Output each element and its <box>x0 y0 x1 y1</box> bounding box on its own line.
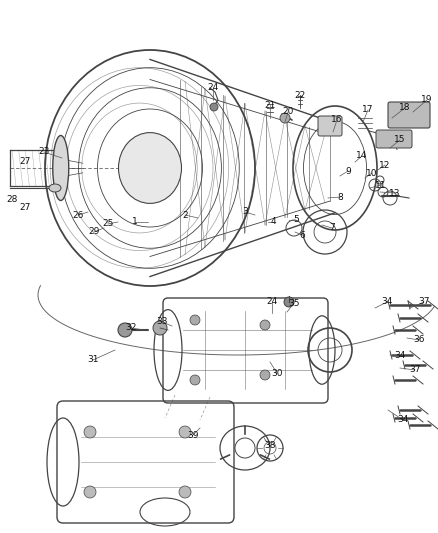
Text: 10: 10 <box>366 168 378 177</box>
Text: 24: 24 <box>207 84 219 93</box>
Text: 8: 8 <box>337 192 343 201</box>
Text: 36: 36 <box>413 335 425 344</box>
Text: 28: 28 <box>6 196 18 205</box>
Circle shape <box>179 426 191 438</box>
Text: 19: 19 <box>421 95 433 104</box>
Ellipse shape <box>49 184 61 192</box>
Text: 38: 38 <box>264 440 276 449</box>
Circle shape <box>190 375 200 385</box>
Circle shape <box>153 321 167 335</box>
Text: 39: 39 <box>187 431 199 440</box>
Circle shape <box>260 320 270 330</box>
Text: 20: 20 <box>283 108 294 117</box>
Circle shape <box>210 103 218 111</box>
Text: 37: 37 <box>409 366 421 375</box>
Text: 33: 33 <box>156 318 168 327</box>
Text: 2: 2 <box>182 211 188 220</box>
Text: 34: 34 <box>381 297 393 306</box>
Text: 27: 27 <box>19 204 31 213</box>
Text: 11: 11 <box>375 181 387 190</box>
Circle shape <box>284 297 294 307</box>
Text: 30: 30 <box>271 368 283 377</box>
Circle shape <box>118 323 132 337</box>
Text: 15: 15 <box>394 135 406 144</box>
Text: 24: 24 <box>266 297 278 306</box>
Circle shape <box>84 426 96 438</box>
Text: 1: 1 <box>132 217 138 227</box>
Circle shape <box>84 486 96 498</box>
Text: 23: 23 <box>38 148 49 157</box>
Text: 21: 21 <box>264 101 276 109</box>
Text: 35: 35 <box>288 298 300 308</box>
Text: 32: 32 <box>125 324 137 333</box>
Circle shape <box>280 113 290 123</box>
Circle shape <box>260 370 270 380</box>
Text: 34: 34 <box>397 416 409 424</box>
Text: 4: 4 <box>270 217 276 227</box>
Text: 3: 3 <box>242 207 248 216</box>
Text: 26: 26 <box>72 211 84 220</box>
FancyBboxPatch shape <box>376 130 412 148</box>
Circle shape <box>190 315 200 325</box>
Ellipse shape <box>53 135 69 200</box>
Text: 6: 6 <box>299 230 305 239</box>
Ellipse shape <box>119 133 181 204</box>
Text: 7: 7 <box>329 223 335 232</box>
Text: 18: 18 <box>399 103 411 112</box>
Text: 17: 17 <box>362 106 374 115</box>
Text: 25: 25 <box>102 220 114 229</box>
Text: 34: 34 <box>394 351 406 360</box>
FancyBboxPatch shape <box>318 116 342 136</box>
Text: 9: 9 <box>345 166 351 175</box>
Text: 14: 14 <box>356 151 367 160</box>
Circle shape <box>179 486 191 498</box>
Text: 5: 5 <box>293 215 299 224</box>
Text: 27: 27 <box>19 157 31 166</box>
FancyBboxPatch shape <box>388 102 430 128</box>
Text: 12: 12 <box>379 160 391 169</box>
Text: 16: 16 <box>331 116 343 125</box>
Text: 29: 29 <box>88 228 100 237</box>
Text: 13: 13 <box>389 189 401 198</box>
Text: 22: 22 <box>294 92 306 101</box>
Text: 31: 31 <box>87 356 99 365</box>
Text: 37: 37 <box>418 297 430 306</box>
